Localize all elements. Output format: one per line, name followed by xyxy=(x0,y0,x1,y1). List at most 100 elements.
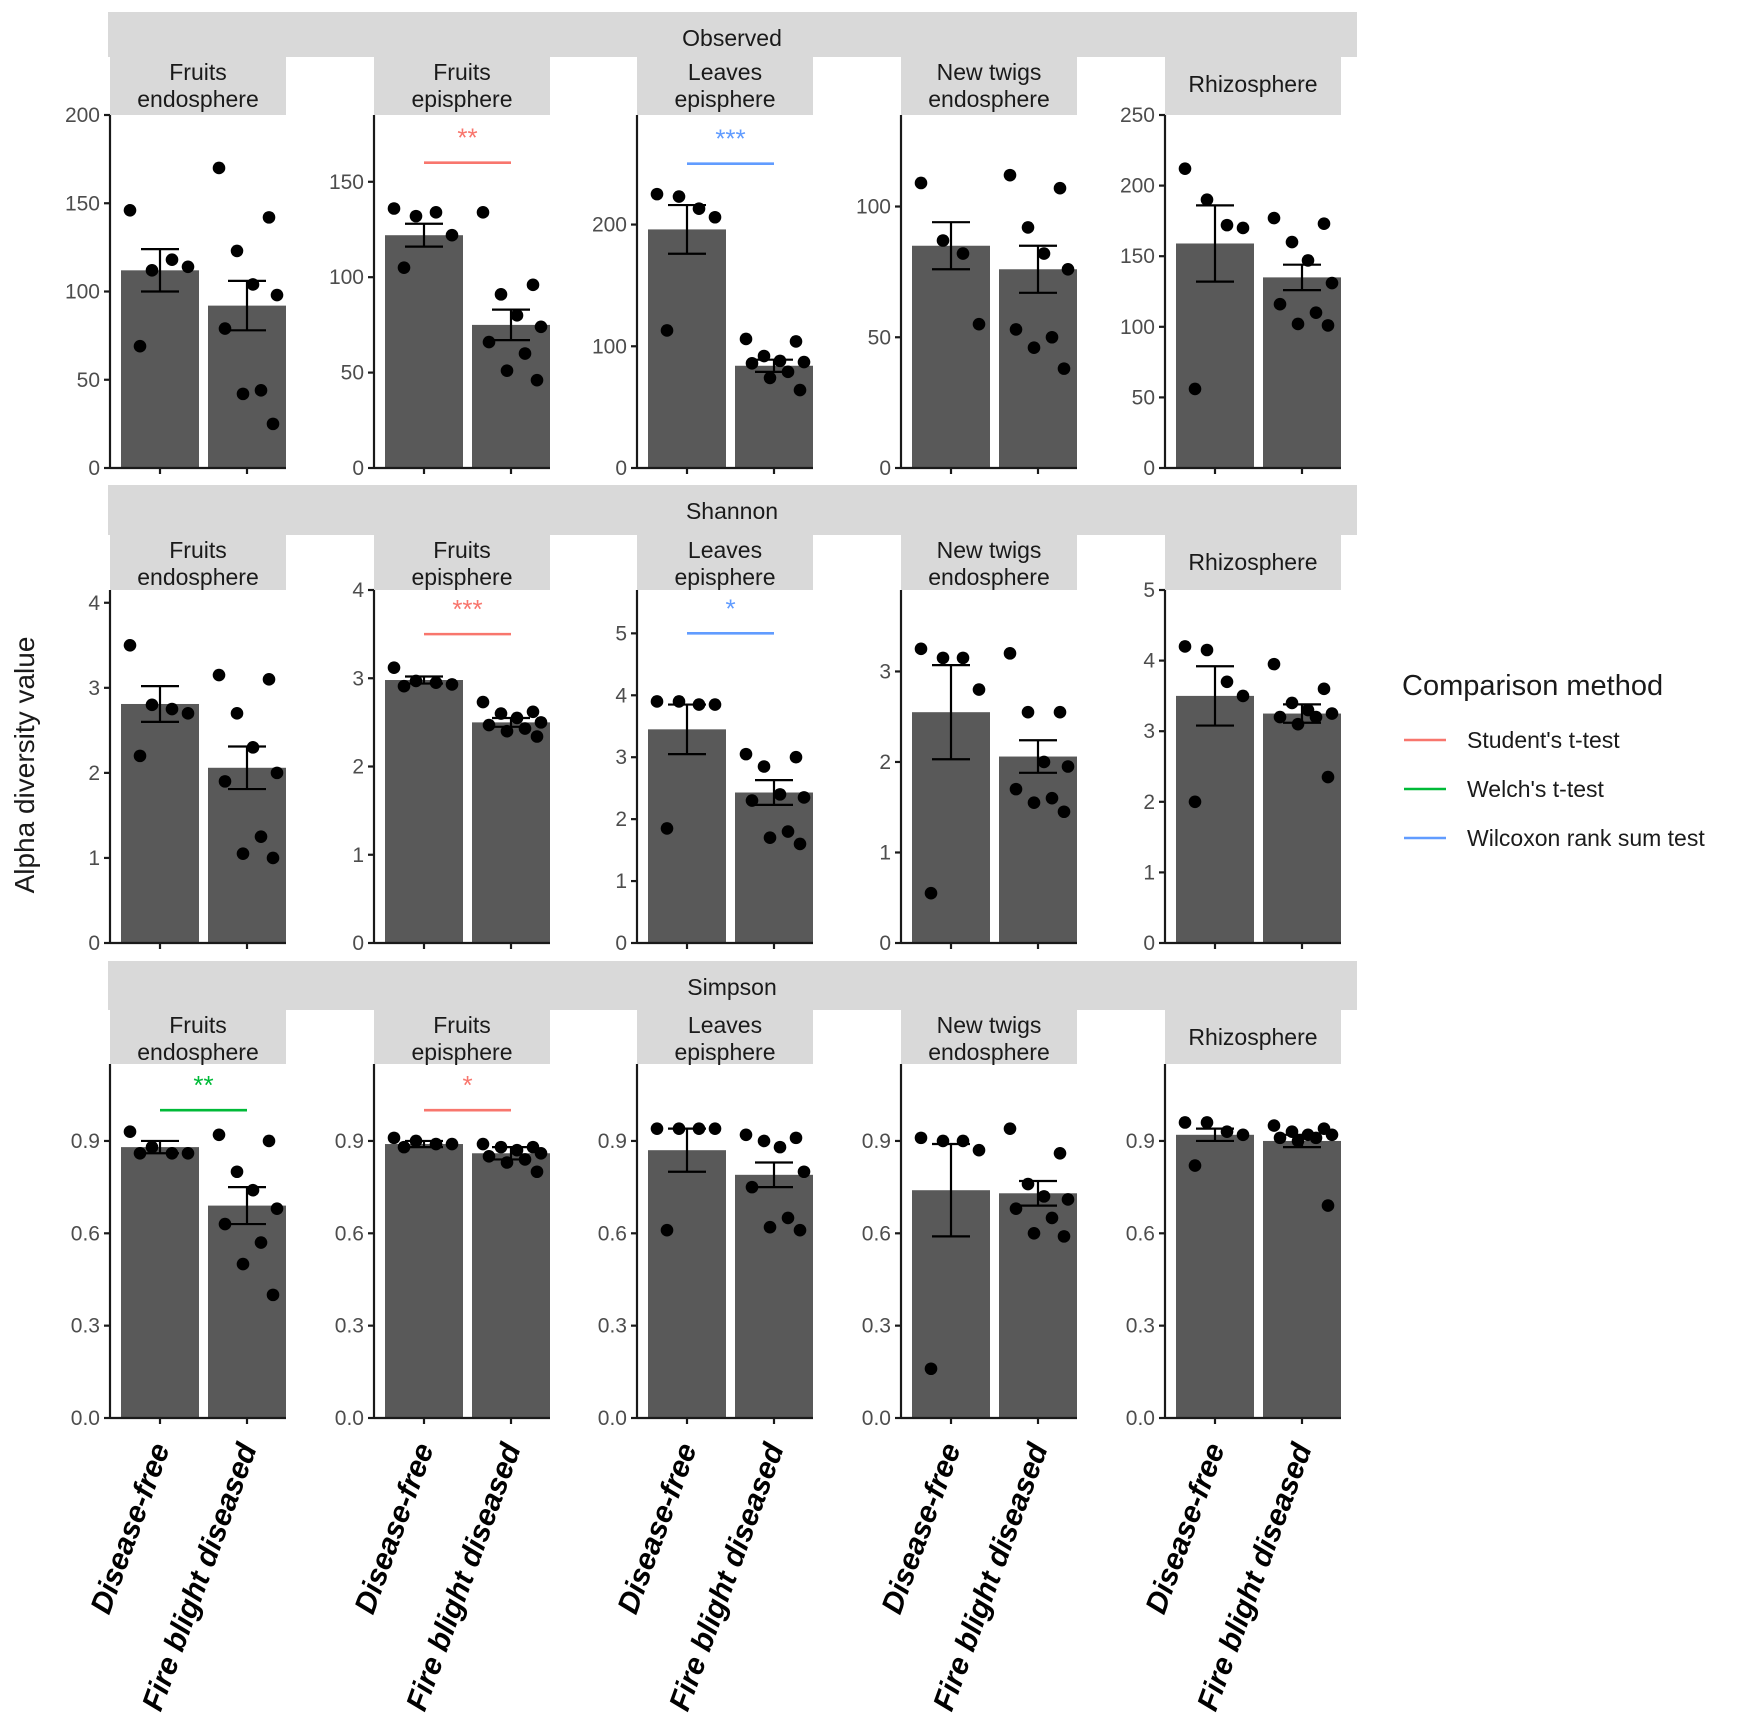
data-point xyxy=(914,1131,928,1145)
y-tick-label: 2 xyxy=(879,751,891,774)
data-point xyxy=(387,1131,401,1145)
panel-strip-label: New twigs endosphere xyxy=(928,59,1050,112)
y-tick-label: 4 xyxy=(615,684,627,707)
y-tick-label: 4 xyxy=(1143,650,1155,673)
y-tick-label: 3 xyxy=(88,677,100,700)
panel-strip-label: Rhizosphere xyxy=(1188,71,1317,97)
legend-item-label: Welch's t-test xyxy=(1467,776,1604,802)
bar-disease-free xyxy=(121,703,199,943)
panel-strip-line: Fruits xyxy=(433,1012,491,1038)
data-point xyxy=(387,661,401,674)
data-point xyxy=(445,678,459,691)
y-tick-label: 0.9 xyxy=(598,1130,627,1153)
panel-strip xyxy=(901,1010,1077,1064)
panel-strip-line: episphere xyxy=(411,1039,512,1065)
panel-simpson-5: Rhizosphere0.00.30.60.9Disease-freeFire … xyxy=(1126,1010,1341,1715)
data-point xyxy=(1301,254,1315,267)
data-point xyxy=(1236,221,1250,235)
data-point xyxy=(266,851,280,865)
data-point xyxy=(181,707,195,720)
panel-strip xyxy=(1165,535,1341,590)
data-point xyxy=(409,1134,423,1148)
data-point xyxy=(530,730,544,743)
data-point xyxy=(510,711,524,725)
y-tick-label: 0.3 xyxy=(862,1315,891,1338)
data-point xyxy=(1021,1177,1035,1191)
data-point xyxy=(972,1143,986,1157)
x-category-label: Disease-free xyxy=(349,1439,441,1618)
y-tick-label: 2 xyxy=(352,756,364,779)
y-tick-label: 0.9 xyxy=(862,1130,891,1153)
panel-shannon-5: Rhizosphere 0 1 2 3 4 5 xyxy=(1143,535,1341,955)
error-bar xyxy=(141,685,179,723)
bar-disease-free xyxy=(385,235,463,468)
metric-strip xyxy=(108,485,1357,535)
y-tick-label: 4 xyxy=(88,592,100,615)
data-point xyxy=(1273,710,1287,724)
y-tick-label: 0.0 xyxy=(335,1407,364,1430)
data-point xyxy=(500,1156,514,1169)
data-point xyxy=(1285,235,1299,249)
data-point xyxy=(745,357,759,370)
data-point xyxy=(936,1134,950,1148)
panel-strip-line: Fruits xyxy=(169,537,227,563)
data-point xyxy=(672,695,686,708)
data-point xyxy=(429,676,443,689)
data-point xyxy=(510,309,524,322)
data-point xyxy=(262,1134,276,1148)
y-tick-label: 0 xyxy=(879,932,891,955)
data-point xyxy=(1061,760,1075,773)
data-point xyxy=(763,371,777,385)
data-point xyxy=(518,347,532,360)
panel-strip-line: episphere xyxy=(411,86,512,112)
data-point xyxy=(123,1125,137,1139)
bar-fire-blight-diseased xyxy=(472,1153,550,1418)
y-tick-label: 0 xyxy=(1143,457,1155,480)
data-point xyxy=(476,1137,490,1151)
panel-observed-2: Fruits episphere 0 50 100 150 ** xyxy=(329,57,550,480)
error-bar xyxy=(405,222,443,248)
legend-item-label: Wilcoxon rank sum test xyxy=(1467,825,1705,851)
data-point xyxy=(1037,755,1051,769)
data-point xyxy=(1027,1227,1041,1240)
y-tick-label: 50 xyxy=(1132,386,1155,409)
data-point xyxy=(1321,770,1335,784)
data-point xyxy=(781,365,795,379)
data-point xyxy=(1053,1146,1067,1160)
data-point xyxy=(181,260,195,274)
panel-strip-label: Fruits episphere xyxy=(411,537,512,590)
data-point xyxy=(236,847,250,860)
data-point xyxy=(1178,640,1192,653)
data-point xyxy=(246,1183,260,1197)
panel-strip-label: New twigs endosphere xyxy=(928,1012,1050,1065)
y-tick-label: 0 xyxy=(615,932,627,955)
bar-disease-free xyxy=(121,1147,199,1418)
panel-strip xyxy=(901,57,1077,115)
data-point xyxy=(672,190,686,203)
y-tick-label: 0.3 xyxy=(1126,1315,1155,1338)
data-point xyxy=(1037,247,1051,260)
panel-strip xyxy=(1165,1010,1341,1064)
panel-strip-label: Fruits episphere xyxy=(411,1012,512,1065)
data-point xyxy=(972,683,986,696)
y-tick-label: 0.3 xyxy=(598,1315,627,1338)
data-point xyxy=(1285,1125,1299,1139)
data-point xyxy=(1321,1199,1335,1212)
metric-strip-label: Observed xyxy=(682,25,782,51)
data-point xyxy=(246,278,260,291)
y-tick-label: 50 xyxy=(341,362,364,385)
error-bar xyxy=(228,279,266,332)
error-bar xyxy=(1196,665,1234,727)
data-point xyxy=(924,886,938,900)
panel-observed-1: Fruits endosphere 0 50 100 150 200 xyxy=(65,57,286,480)
x-category-label: Disease-free xyxy=(876,1439,968,1618)
data-point xyxy=(793,383,807,397)
y-tick-label: 100 xyxy=(329,266,364,289)
panel-observed-4: New twigs endosphere 0 50 100 xyxy=(856,57,1077,480)
panel-strip-line: Fruits xyxy=(169,1012,227,1038)
panel-strip xyxy=(374,535,550,590)
bar-fire-blight-diseased xyxy=(208,1205,286,1418)
metric-strip xyxy=(108,12,1357,57)
data-point xyxy=(781,825,795,838)
